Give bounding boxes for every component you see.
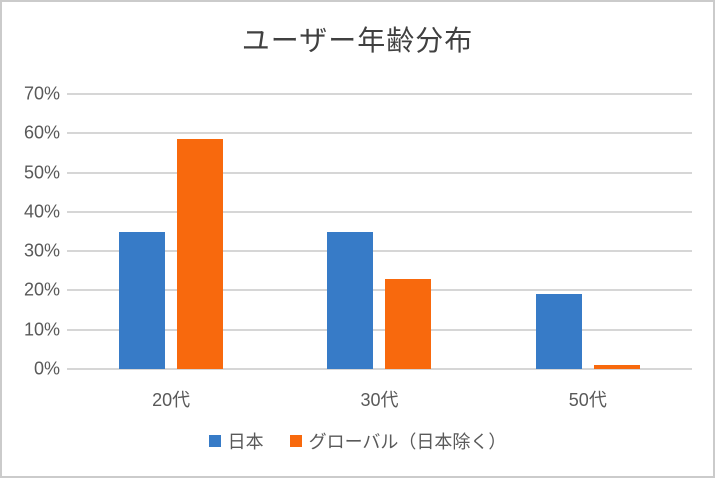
bar-global-excluding-japan (385, 278, 432, 369)
legend-label: グローバル（日本除く） (308, 432, 507, 452)
y-axis-tick-label: 20% (23, 279, 60, 300)
y-axis: 0% 10% 20% 30% 40% 50% 60% 70% (2, 84, 60, 379)
bar-groups-container (67, 94, 692, 369)
bar-japan (327, 231, 374, 369)
x-axis-category-label: 30代 (360, 390, 399, 410)
x-axis-category-label: 50代 (568, 390, 607, 410)
gridline (67, 210, 692, 213)
gridline (67, 368, 692, 370)
gridline (67, 289, 692, 292)
y-axis-tick-label: 50% (23, 162, 60, 183)
legend-item-japan: 日本 (208, 428, 264, 454)
bar-global-excluding-japan (177, 139, 224, 369)
gridline (67, 93, 692, 95)
chart-title: ユーザー年齢分布 (241, 25, 474, 56)
x-axis-category-label: 20代 (152, 390, 191, 410)
bar-japan (119, 231, 166, 369)
y-axis-tick-label: 40% (23, 201, 60, 222)
plot-area (67, 93, 692, 370)
gridline (67, 132, 692, 135)
legend-item-global-excluding-japan: グローバル（日本除く） (289, 428, 507, 454)
bar-japan (535, 294, 582, 369)
bar-group (327, 94, 432, 369)
x-axis: 20代 30代 50代 (67, 386, 692, 412)
gridline (67, 250, 692, 253)
legend-swatch-japan (208, 435, 221, 447)
y-axis-tick-label: 0% (33, 358, 60, 379)
y-axis-tick-label: 30% (23, 240, 60, 261)
y-axis-tick-label: 60% (23, 122, 60, 143)
legend-label: 日本 (227, 432, 264, 452)
legend-swatch-global-excluding-japan (289, 435, 302, 447)
bar-group (119, 94, 224, 369)
y-axis-tick-label: 10% (23, 319, 60, 340)
bar-group (535, 94, 640, 369)
y-axis-tick-label: 70% (23, 83, 60, 104)
bar-global-excluding-japan (593, 365, 640, 369)
gridline (67, 328, 692, 331)
legend: 日本 グローバル（日本除く） (2, 428, 713, 454)
gridline (67, 171, 692, 174)
